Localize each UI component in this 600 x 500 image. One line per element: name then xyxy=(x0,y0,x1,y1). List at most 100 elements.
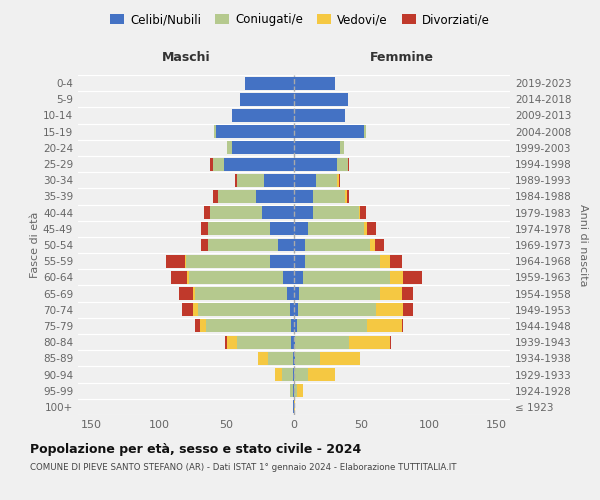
Bar xyxy=(359,206,360,219)
Bar xyxy=(367,222,376,235)
Bar xyxy=(304,271,390,284)
Bar xyxy=(245,76,294,90)
Bar xyxy=(364,125,365,138)
Bar xyxy=(294,238,305,252)
Bar xyxy=(370,238,375,252)
Bar xyxy=(348,158,349,170)
Bar xyxy=(208,222,270,235)
Bar xyxy=(179,287,193,300)
Bar xyxy=(196,320,199,332)
Text: Popolazione per età, sesso e stato civile - 2024: Popolazione per età, sesso e stato civil… xyxy=(30,442,361,456)
Bar xyxy=(211,158,213,170)
Bar xyxy=(296,384,304,397)
Bar xyxy=(337,158,348,170)
Bar xyxy=(232,109,294,122)
Bar xyxy=(403,304,413,316)
Bar xyxy=(294,109,346,122)
Bar xyxy=(238,336,292,348)
Bar xyxy=(313,190,346,203)
Bar xyxy=(294,254,305,268)
Bar xyxy=(292,320,294,332)
Bar xyxy=(375,238,385,252)
Bar xyxy=(294,190,313,203)
Bar xyxy=(227,142,232,154)
Bar xyxy=(347,190,349,203)
Bar xyxy=(240,93,294,106)
Bar xyxy=(349,336,390,348)
Bar xyxy=(196,287,287,300)
Bar xyxy=(294,352,295,365)
Bar xyxy=(313,206,359,219)
Bar xyxy=(294,304,298,316)
Bar xyxy=(182,304,193,316)
Bar xyxy=(294,158,337,170)
Bar xyxy=(188,271,283,284)
Bar xyxy=(201,222,208,235)
Bar xyxy=(294,174,316,186)
Bar xyxy=(294,206,313,219)
Bar xyxy=(390,336,391,348)
Bar xyxy=(294,287,299,300)
Bar xyxy=(166,254,185,268)
Bar xyxy=(270,254,294,268)
Bar xyxy=(380,287,402,300)
Text: Femmine: Femmine xyxy=(370,50,434,64)
Bar xyxy=(262,206,294,219)
Bar xyxy=(296,320,367,332)
Bar xyxy=(294,222,308,235)
Bar xyxy=(364,222,367,235)
Bar xyxy=(294,142,340,154)
Bar xyxy=(214,125,216,138)
Bar xyxy=(294,320,296,332)
Bar xyxy=(294,400,295,413)
Y-axis label: Anni di nascita: Anni di nascita xyxy=(578,204,588,286)
Bar xyxy=(225,336,227,348)
Bar xyxy=(360,206,365,219)
Bar xyxy=(193,304,198,316)
Bar xyxy=(193,287,196,300)
Bar xyxy=(238,174,265,186)
Bar xyxy=(402,320,403,332)
Bar xyxy=(201,238,208,252)
Bar xyxy=(293,352,294,365)
Bar xyxy=(208,238,278,252)
Bar xyxy=(227,336,238,348)
Text: Maschi: Maschi xyxy=(161,50,211,64)
Bar xyxy=(346,190,347,203)
Bar xyxy=(265,174,294,186)
Bar xyxy=(216,125,294,138)
Bar xyxy=(171,271,187,284)
Bar xyxy=(213,158,224,170)
Bar xyxy=(316,174,337,186)
Bar xyxy=(298,304,376,316)
Bar xyxy=(294,93,348,106)
Bar xyxy=(270,222,294,235)
Bar xyxy=(235,174,238,186)
Bar xyxy=(338,174,340,186)
Bar xyxy=(294,271,304,284)
Bar xyxy=(295,336,349,348)
Bar xyxy=(213,190,218,203)
Bar xyxy=(206,320,292,332)
Bar xyxy=(305,254,380,268)
Bar xyxy=(287,287,294,300)
Bar xyxy=(305,238,370,252)
Bar xyxy=(308,222,364,235)
Bar xyxy=(320,352,360,365)
Bar xyxy=(299,287,380,300)
Bar xyxy=(218,190,256,203)
Bar xyxy=(294,368,308,381)
Bar xyxy=(294,76,335,90)
Bar xyxy=(198,304,290,316)
Bar xyxy=(185,254,186,268)
Bar xyxy=(390,254,402,268)
Bar xyxy=(187,271,188,284)
Bar xyxy=(308,368,335,381)
Bar xyxy=(211,206,262,219)
Bar xyxy=(257,352,268,365)
Y-axis label: Fasce di età: Fasce di età xyxy=(30,212,40,278)
Bar xyxy=(403,271,422,284)
Bar xyxy=(294,336,295,348)
Bar xyxy=(268,352,293,365)
Bar xyxy=(376,304,403,316)
